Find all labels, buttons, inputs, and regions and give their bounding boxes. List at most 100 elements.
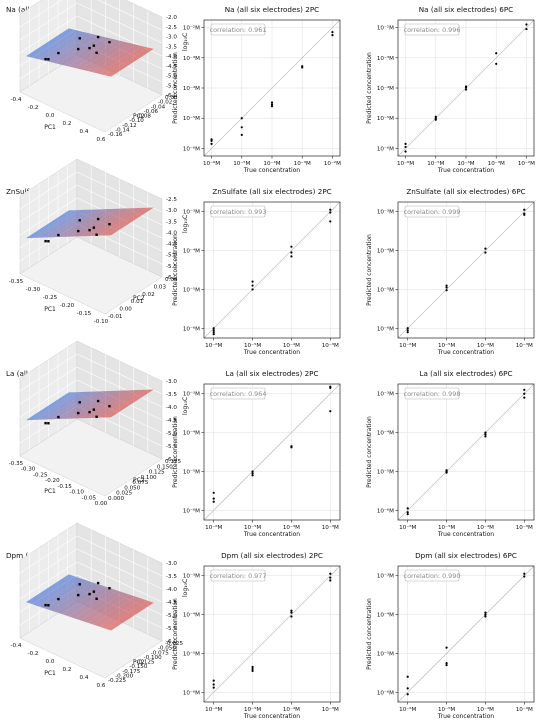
z-tick-label: -6.0 [166,275,177,281]
data-point [329,208,332,211]
data-point [523,208,526,211]
y-tick-label: 0.025 [116,491,132,497]
regression-plane-strip [80,592,130,623]
y-tick-label: -0.075 [151,650,169,656]
data-point [57,597,60,601]
x-tick-label: -0.25 [43,295,58,301]
y-tick-label: -0.16 [108,132,123,138]
regression-plane-strip [86,390,136,419]
regression-plane-strip [32,29,81,60]
x-tick-label: 10⁻⁶M [399,524,416,531]
regression-plane-strip [62,586,112,617]
z-axis-label: log₁₀C [182,33,189,51]
grid-line [19,353,78,392]
z-tick-label: -5.5 [166,264,177,270]
x-tick-label: 10⁻⁶M [205,706,222,713]
y-axis-label: PC2 [133,477,145,484]
y-tick-label: -0.06 [144,109,159,115]
y-tick-label: 10⁻⁵M [377,650,394,657]
x-tick-label: -0.35 [9,461,24,467]
z-tick-label: -6.0 [166,639,177,645]
identity-line [397,565,535,703]
scatter-panel: Na (all six electrodes) 2PC 10⁻⁶M 10⁻⁵M 10⁻… [172,5,341,174]
data-point [406,693,409,696]
regression-plane-strip [38,31,87,61]
y-tick-label: 0.150 [157,464,173,470]
data-point [406,675,409,678]
x-tick-label: 10⁻⁶M [203,160,220,167]
grid-line [76,535,163,577]
y-tick-label: 0.000 [108,496,124,502]
y-axis-label: Predicted concentration [366,234,373,306]
z-tick-label: -5.0 [166,253,177,259]
identity-line [397,201,535,339]
x-tick-label: 10⁻⁵M [438,706,455,713]
y-tick-label: -0.225 [108,678,126,684]
data-point [331,30,334,34]
z-tick-label: -3.5 [166,392,177,398]
x-axis-label: PC1 [44,124,56,131]
correlation-label: correlation: 0.999 [404,208,461,216]
x-tick-label: 10⁻²M [324,160,341,167]
z-axis-label: log₁₀C [182,397,189,415]
regression-plane-strip [32,391,81,420]
y-tick-label: 0.04 [165,277,178,283]
z-tick-label: -5.0 [166,431,177,437]
x-tick-label: 10⁻⁶M [205,524,222,531]
data-point [464,85,468,88]
regression-plane-strip [80,390,130,419]
data-point [210,142,213,146]
z-tick-label: -6.0 [166,93,177,99]
data-point [270,105,274,108]
data-point [95,51,98,54]
data-point [44,239,47,243]
data-point [290,245,293,248]
regression-plane-strip [92,596,142,627]
y-tick-label: 10⁻⁴M [183,612,200,619]
data-point [44,421,47,425]
x-tick-label: 10⁻⁴M [263,160,280,167]
y-tick-label: 10⁻³M [183,391,200,398]
data-point [96,581,100,585]
x-tick-label: 10⁻⁵M [427,160,444,167]
regression-plane-strip [98,207,148,236]
x-tick-label: 10⁻⁴M [477,342,494,349]
regression-plane-strip [56,209,106,238]
data-point [329,576,332,579]
data-point [57,415,60,419]
regression-plane-strip [68,588,118,619]
y-tick-label: -0.175 [122,669,140,675]
z-axis-label: log₁₀C [182,579,189,597]
y-tick-label: 10⁻⁵M [377,286,394,293]
regression-plane-strip [38,391,87,420]
data-point [251,665,254,669]
regression-plane-strip [26,210,75,239]
scatter-panel: ZnSulfate (all six electrodes) 6PC 10⁻⁶M 1… [366,187,535,356]
y-tick-label: 10⁻⁵M [183,650,200,657]
regression-plane-strip [32,209,81,238]
z-tick-label: -3.0 [166,208,177,214]
y-tick-label: 10⁻⁶M [183,325,200,332]
identity-line [397,383,535,521]
data-point [88,46,91,50]
data-point [96,399,100,403]
y-tick-label: 10⁻³M [377,391,394,398]
regression-plane-strip [26,28,75,58]
y-axis-label: Predicted concentration [172,416,179,488]
x-tick-label: -0.05 [82,495,97,501]
z-tick-label: -4.0 [166,230,177,236]
panel-title: Dpm (all six electrodes) 2PC [221,551,323,560]
x-tick-label: 10⁻⁵M [233,160,250,167]
scatter3d-panel: Na (all six electrodes) 2PC-2.0-2.5-3.0-… [6,0,189,143]
correlation-label: correlation: 0.964 [210,390,267,398]
y-tick-label: 10⁻³M [183,573,200,580]
y-tick-label: -0.150 [129,664,147,670]
data-point [88,228,91,232]
data-point [270,101,274,104]
y-tick-label: 10⁻⁶M [183,145,200,152]
x-tick-label: 10⁻⁴M [477,706,494,713]
y-tick-label: 10⁻³M [377,573,394,580]
regression-plane-strip [86,594,136,625]
regression-plane-strip [44,391,94,420]
regression-plane-strip [32,576,81,607]
